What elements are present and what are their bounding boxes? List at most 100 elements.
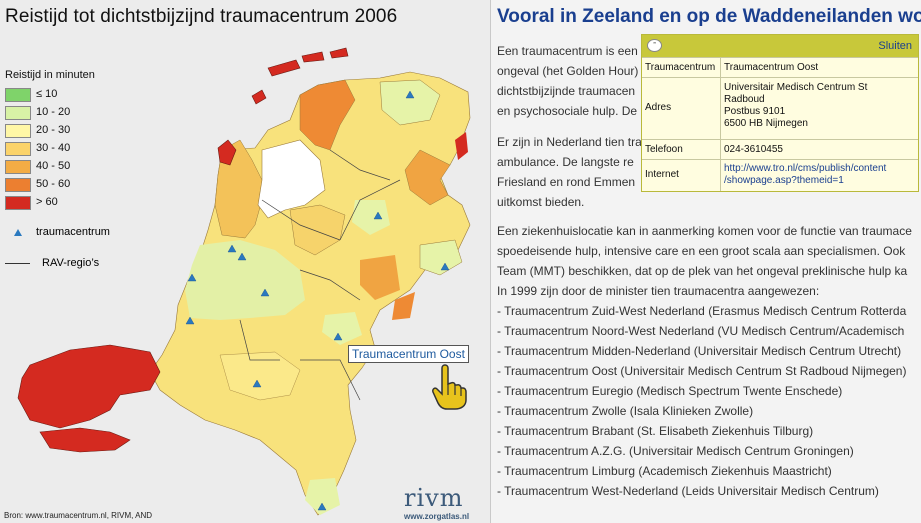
traumacentrum-marker xyxy=(185,316,195,325)
legend-swatch xyxy=(5,106,31,120)
popup-value-line[interactable]: /showpage.asp?themeid=1 xyxy=(724,175,844,186)
list-item: - Traumacentrum Midden-Nederland (Univer… xyxy=(497,344,902,358)
map-groningen xyxy=(379,79,441,126)
traumacentrum-marker xyxy=(227,244,237,253)
text-line: Team (MMT) beschikken, dat op de plek va… xyxy=(497,264,908,278)
traumacentrum-marker xyxy=(405,90,415,99)
map-texel xyxy=(217,139,237,166)
list-item: - Traumacentrum Euregio (Medisch Spectru… xyxy=(497,384,843,398)
traumacentrum-marker xyxy=(237,252,247,261)
traumacentrum-marker xyxy=(373,211,383,220)
legend-swatch xyxy=(5,178,31,192)
map-ijsselmeer xyxy=(257,139,326,219)
text-line: en psychosociale hulp. De xyxy=(497,104,638,118)
text-line: uitkomst bieden. xyxy=(497,195,585,209)
popup-row: Telefoon 024-3610455 xyxy=(642,139,918,160)
list-item: - Traumacentrum Noord-West Nederland (VU… xyxy=(497,324,905,338)
article-title: Vooral in Zeeland en op de Waddeneilande… xyxy=(497,6,921,27)
map-zeeland-south xyxy=(39,427,131,453)
legend-label: 40 - 50 xyxy=(36,160,71,172)
legend-swatch xyxy=(5,142,31,156)
popup-value: 024-3610455 xyxy=(724,144,783,156)
netherlands-map[interactable] xyxy=(0,0,490,523)
text-line: Friesland en rond Emmen xyxy=(497,175,636,189)
map-vlieland xyxy=(251,89,267,105)
popup-value: Traumacentrum Oost xyxy=(724,62,818,74)
popup-value-line[interactable]: http://www.tro.nl/cms/publish/content xyxy=(724,163,887,174)
popup-value-line: Traumacentrum Oost xyxy=(724,62,819,73)
text-line: In 1999 zijn door de minister tien traum… xyxy=(497,284,820,298)
map-brabant xyxy=(219,351,301,401)
text-line: Er zijn in Nederland tien tra xyxy=(497,135,642,149)
map-drenthe xyxy=(404,149,451,206)
popup-value-line: 024-3610455 xyxy=(724,144,783,155)
text-line: dichtstbijzijnde traumacen xyxy=(497,84,636,98)
legend-label: 10 - 20 xyxy=(36,106,71,118)
text-line: ambulance. De langste re xyxy=(497,155,634,169)
popup-value: Universitair Medisch Centrum St Radboud … xyxy=(724,82,867,130)
list-item: - Traumacentrum West-Nederland (Leids Un… xyxy=(497,484,879,498)
map-delfzijl xyxy=(455,132,468,160)
legend-swatch xyxy=(5,160,31,174)
legend-swatch xyxy=(5,124,31,138)
popup-link[interactable]: http://www.tro.nl/cms/publish/content /s… xyxy=(724,163,886,187)
logo-url[interactable]: www.zorgatlas.nl xyxy=(404,512,470,521)
popup-row: Adres Universitair Medisch Centrum St Ra… xyxy=(642,77,918,140)
popup-key: Internet xyxy=(645,169,679,180)
popup-key: Telefoon xyxy=(645,144,683,155)
legend-traumacentrum-label: traumacentrum xyxy=(36,226,110,238)
list-item: - Traumacentrum Zwolle (Isala Klinieken … xyxy=(497,404,754,418)
traumacentrum-marker xyxy=(317,502,327,511)
text-line: Een ziekenhuislocatie kan in aanmerking … xyxy=(497,224,912,238)
legend-swatch xyxy=(5,88,31,102)
info-popup: ” Sluiten Traumacentrum Traumacentrum Oo… xyxy=(641,34,919,192)
map-friesland xyxy=(299,79,356,151)
popup-value-line: Radboud xyxy=(724,94,765,105)
map-terschelling xyxy=(267,59,301,77)
legend-rav-region-label: RAV-regio’s xyxy=(42,257,100,269)
rav-boundaries xyxy=(239,149,401,401)
legend-heading: Reistijd in minuten xyxy=(5,69,95,81)
legend-swatch xyxy=(5,196,31,210)
list-item: - Traumacentrum Zuid-West Nederland (Era… xyxy=(497,304,907,318)
list-item: - Traumacentrum A.Z.G. (Universitair Med… xyxy=(497,444,854,458)
map-veluwe xyxy=(360,255,400,300)
list-item: - Traumacentrum Brabant (St. Elisabeth Z… xyxy=(497,424,814,438)
map-nijmegen xyxy=(322,312,362,345)
map-twente xyxy=(419,239,463,276)
map-zeeland xyxy=(17,344,161,429)
paragraph-1: Een traumacentrum is een ongeval (het Go… xyxy=(497,41,638,121)
popup-key: Adres xyxy=(645,102,672,113)
popup-row: Internet http://www.tro.nl/cms/publish/c… xyxy=(642,159,918,191)
traumacentrum-marker xyxy=(440,262,450,271)
map-title: Reistijd tot dichtstbijzijnd traumacentr… xyxy=(5,6,398,27)
hand-pointer-icon xyxy=(432,364,467,410)
popup-column-divider xyxy=(720,57,721,191)
legend-label: > 60 xyxy=(36,196,58,208)
legend-label: ≤ 10 xyxy=(36,88,58,100)
map-zwolle xyxy=(352,200,390,235)
triangle-icon xyxy=(14,229,22,236)
line-icon xyxy=(5,263,30,264)
speech-bubble-icon: ” xyxy=(647,39,662,52)
map-panel: Reistijd tot dichtstbijzijnd traumacentr… xyxy=(0,0,491,523)
popup-value-line: Postbus 9101 xyxy=(724,106,786,117)
map-source: Bron: www.traumacentrum.nl, RIVM, AND xyxy=(4,511,153,520)
map-randstad xyxy=(185,240,305,320)
traumacentrum-marker xyxy=(260,288,270,297)
popup-key: Traumacentrum xyxy=(645,62,716,73)
map-achterhoek xyxy=(392,292,415,320)
map-ameland xyxy=(301,51,325,63)
text-line: ongeval (het Golden Hour) xyxy=(497,64,639,78)
map-tooltip: Traumacentrum Oost xyxy=(348,345,469,363)
popup-value-line: 6500 HB Nijmegen xyxy=(724,118,808,129)
popup-value-line: Universitair Medisch Centrum St xyxy=(724,82,868,93)
traumacentrum-marker xyxy=(333,332,343,341)
map-schiermonnikoog xyxy=(329,47,349,59)
traumacentrum-marker xyxy=(252,379,262,388)
text-line: Een traumacentrum is een xyxy=(497,44,638,58)
rivm-logo: rivm xyxy=(404,484,464,512)
close-button[interactable]: Sluiten xyxy=(878,40,912,52)
popup-row: Traumacentrum Traumacentrum Oost xyxy=(642,57,918,78)
legend-label: 50 - 60 xyxy=(36,178,71,190)
